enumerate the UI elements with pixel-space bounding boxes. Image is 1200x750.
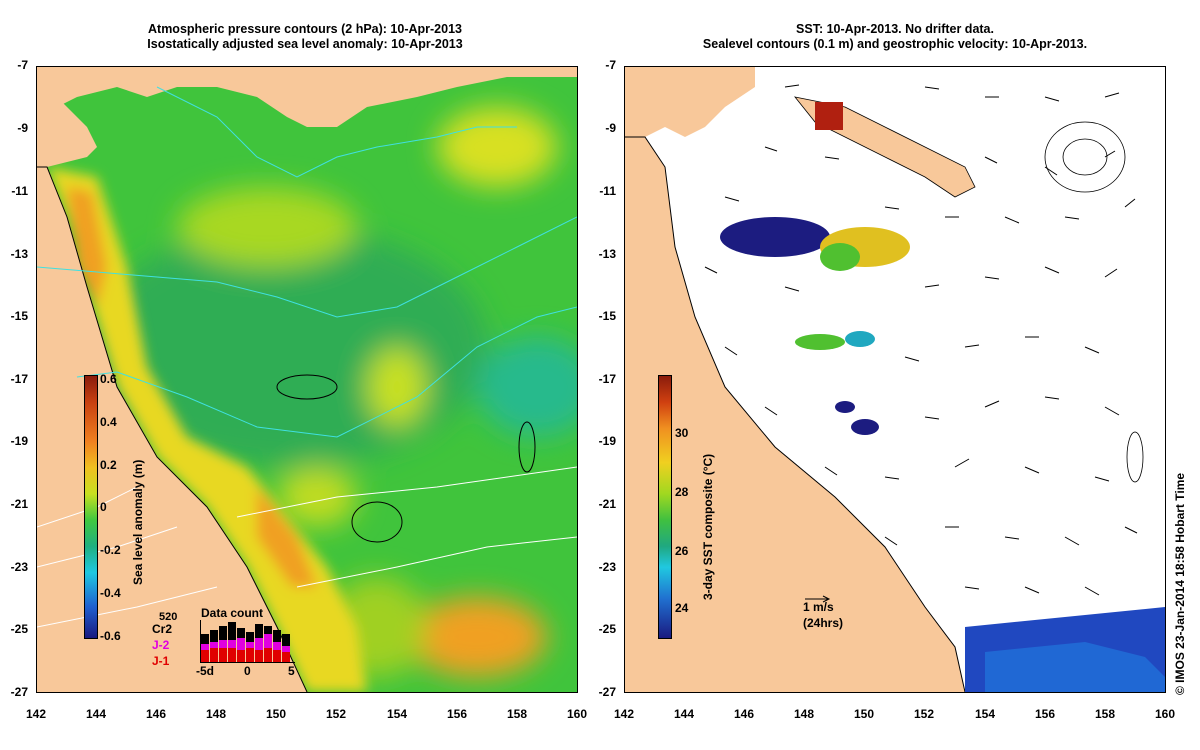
satellite-j2-label: J-2 [152, 638, 170, 652]
left-ytick: -15 [10, 309, 28, 323]
right-ytick: -9 [605, 121, 616, 135]
left-title-line2: Isostatically adjusted sea level anomaly… [147, 37, 463, 51]
velocity-arrows [704, 84, 1138, 596]
left-ytick: -9 [17, 121, 28, 135]
sst-colorbar-label: 3-day SST composite (°C) [701, 453, 715, 600]
right-xtick: 154 [974, 707, 996, 721]
data-count-title: Data count [201, 606, 264, 620]
left-xtick: 144 [85, 707, 107, 721]
satellite-cr2-label: Cr2 [152, 622, 173, 636]
sla-tick-3: 0 [100, 500, 107, 514]
sst-tick-28: 28 [675, 485, 689, 499]
left-ytick: -11 [11, 184, 28, 198]
sea-level-anomaly-map [36, 66, 578, 693]
satellite-j1-label: J-1 [152, 654, 170, 668]
right-ytick: -19 [598, 434, 616, 448]
right-xtick: 156 [1034, 707, 1056, 721]
right-ytick: -21 [598, 497, 616, 511]
right-ytick: -17 [598, 372, 616, 386]
right-title-line1: SST: 10-Apr-2013. No drifter data. [796, 22, 994, 36]
sst-field [625, 67, 1165, 692]
right-xtick: 148 [793, 707, 815, 721]
left-ytick: -23 [10, 560, 28, 574]
right-ytick: -13 [598, 247, 616, 261]
left-ytick: -25 [10, 622, 28, 636]
right-xtick: 158 [1094, 707, 1116, 721]
left-xtick: 146 [145, 707, 167, 721]
sla-tick-2: 0.2 [100, 458, 117, 472]
left-ytick: -19 [10, 434, 28, 448]
right-xtick: 146 [733, 707, 755, 721]
scale-arrow-sublabel: (24hrs) [803, 616, 844, 630]
histogram-tick-0: 0 [244, 664, 251, 678]
data-count-histogram [200, 620, 295, 663]
sla-tick-0: 0.6 [100, 372, 117, 386]
left-ytick: -21 [10, 497, 28, 511]
sea-level-anomaly-field [37, 67, 577, 692]
sst-tick-26: 26 [675, 544, 689, 558]
left-xtick: 156 [446, 707, 468, 721]
sea-level-colorbar [84, 375, 98, 639]
sla-tick-6: -0.6 [100, 629, 121, 643]
right-ytick: -11 [599, 184, 616, 198]
sst-velocity-map [624, 66, 1166, 693]
left-ytick: -13 [10, 247, 28, 261]
data-count-number: 520 [159, 611, 178, 623]
left-ytick: -7 [17, 58, 28, 72]
sst-tick-24: 24 [675, 601, 689, 615]
right-xtick: 142 [613, 707, 635, 721]
right-ytick: -27 [598, 685, 616, 699]
sla-tick-5: -0.4 [100, 586, 121, 600]
right-ytick: -7 [605, 58, 616, 72]
scale-arrow-label: 1 m/s [803, 600, 834, 614]
left-xtick: 160 [566, 707, 588, 721]
right-xtick: 160 [1154, 707, 1176, 721]
sst-colorbar [658, 375, 672, 639]
left-ytick: -27 [10, 685, 28, 699]
left-xtick: 148 [205, 707, 227, 721]
left-xtick: 150 [265, 707, 287, 721]
left-xtick: 142 [25, 707, 47, 721]
sla-colorbar-label: Sea level anomaly (m) [131, 459, 145, 585]
right-xtick: 144 [673, 707, 695, 721]
left-xtick: 158 [506, 707, 528, 721]
sla-tick-1: 0.4 [100, 415, 117, 429]
credit-text: © IMOS 23-Jan-2014 18:58 Hobart Time [1173, 472, 1187, 695]
right-ytick: -15 [598, 309, 616, 323]
left-xtick: 152 [325, 707, 347, 721]
histogram-tick-minus5: -5d [196, 664, 214, 678]
right-ytick: -25 [598, 622, 616, 636]
right-xtick: 150 [853, 707, 875, 721]
right-xtick: 152 [913, 707, 935, 721]
left-ytick: -17 [10, 372, 28, 386]
left-title-line1: Atmospheric pressure contours (2 hPa): 1… [148, 22, 462, 36]
sst-tick-30: 30 [675, 426, 689, 440]
right-ytick: -23 [598, 560, 616, 574]
sla-tick-4: -0.2 [100, 543, 121, 557]
histogram-tick-5: 5 [288, 664, 295, 678]
left-xtick: 154 [386, 707, 408, 721]
right-title-line2: Sealevel contours (0.1 m) and geostrophi… [702, 37, 1088, 51]
